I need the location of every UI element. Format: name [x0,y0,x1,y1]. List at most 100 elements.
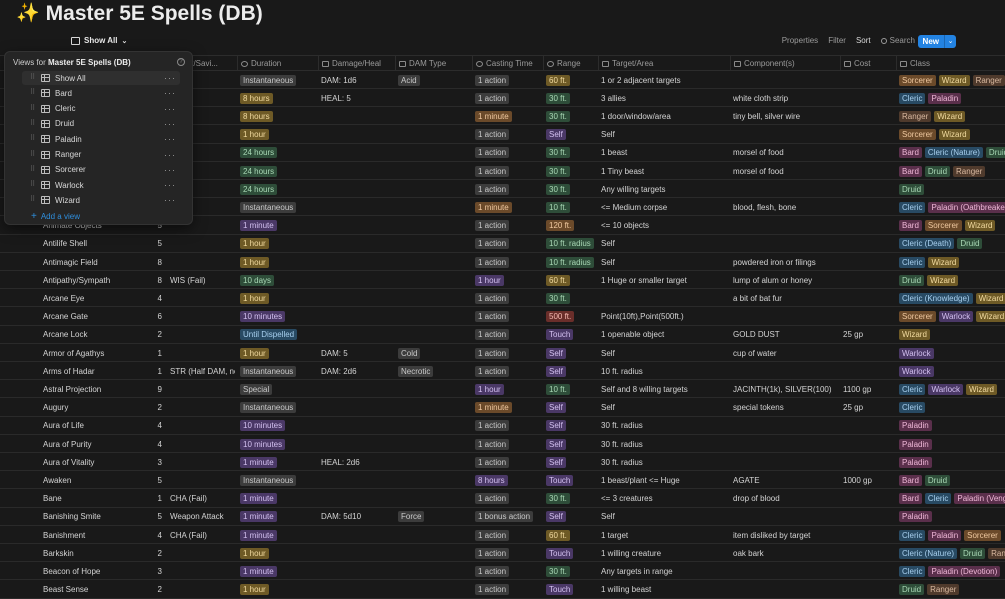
damage-cell[interactable] [318,490,394,508]
damage-type-cell[interactable] [395,471,471,489]
damage-cell[interactable] [318,289,394,307]
table-row[interactable]: Arms of Hadar 1 STR (Half DAM, no Instantan… [0,362,1005,381]
target-cell[interactable]: Self [601,257,615,267]
cost-cell[interactable] [840,417,896,435]
drag-handle-icon[interactable]: ⠿ [30,181,36,189]
cost-cell[interactable]: 1100 gp [843,384,872,394]
table-row[interactable]: Banishment 4 CHA (Fail) 1 minute 1 action 60 … [0,526,1005,544]
target-cell[interactable]: <= 10 objects [601,221,650,231]
target-cell[interactable]: Self and 8 willing targets [601,384,688,394]
target-cell[interactable]: 1 beast/plant <= Huge [601,475,680,485]
cost-cell[interactable] [840,162,896,180]
class-cell[interactable]: Bard Druid [896,471,1005,489]
duration-cell[interactable]: 1 minute [237,562,317,580]
range-cell[interactable]: Self [543,126,597,144]
level-cell[interactable]: 4 [157,439,162,449]
casting-time-cell[interactable]: 1 action [472,71,542,89]
components-cell[interactable]: item disliked by target [733,530,811,540]
table-row[interactable]: Aura of Purity 4 10 minutes 1 action Self 30 … [0,435,1005,453]
class-cell[interactable]: Druid Ranger [896,581,1005,599]
target-cell[interactable]: Self [601,348,615,358]
class-cell[interactable]: Bard Sorcerer Wizard [896,217,1005,235]
duration-cell[interactable]: 1 minute [237,508,317,526]
table-row[interactable]: Augury 2 Instantaneous 1 minute Self Self spec… [0,399,1005,417]
target-cell[interactable]: Any willing targets [601,184,666,194]
table-row[interactable]: Instantaneous 1 minute 10 ft. <= Medium cor… [0,198,1005,217]
cost-cell[interactable] [840,107,896,125]
duration-cell[interactable]: 8 hours [237,89,317,107]
save-cell[interactable]: WIS (Fail) [170,275,206,285]
target-cell[interactable]: 1 Tiny beast [601,166,645,176]
damage-type-cell[interactable] [395,308,471,326]
damage-cell[interactable] [318,308,394,326]
spell-name-cell[interactable]: Arms of Hadar [43,366,95,376]
damage-cell[interactable] [318,399,394,417]
duration-cell[interactable]: 8 hours [237,107,317,125]
components-cell[interactable]: a bit of bat fur [733,293,782,303]
damage-cell[interactable] [318,253,394,271]
spell-name-cell[interactable]: Antipathy/Sympathy [43,275,110,285]
target-cell[interactable]: 1 willing beast [601,585,652,595]
duration-cell[interactable]: 24 hours [237,162,317,180]
level-cell[interactable]: 4 [157,421,162,431]
duration-cell[interactable]: Instantaneous [237,198,317,216]
damage-cell[interactable] [318,544,394,562]
level-cell[interactable]: 8 [157,257,162,267]
casting-time-cell[interactable]: 1 action [472,326,542,344]
damage-cell[interactable] [318,417,394,435]
column-header-duration[interactable]: Duration [237,56,318,71]
target-cell[interactable]: Self [601,130,615,140]
damage-type-cell[interactable] [395,435,471,453]
class-cell[interactable]: Paladin [896,453,1005,471]
damage-type-cell[interactable] [395,380,471,398]
duration-cell[interactable]: 24 hours [237,180,317,198]
range-cell[interactable]: 30 ft. [543,490,597,508]
duration-cell[interactable]: 24 hours [237,144,317,162]
more-options-icon[interactable]: ··· [164,73,176,83]
class-cell[interactable]: Cleric (Death) Druid [896,235,1005,253]
components-cell[interactable]: GOLD DUST [733,330,780,340]
components-cell[interactable]: cup of water [733,348,777,358]
duration-cell[interactable]: Instantaneous [237,471,317,489]
components-cell[interactable] [730,217,840,235]
cost-cell[interactable]: 25 gp [843,330,864,340]
cost-cell[interactable] [840,308,896,326]
new-dropdown-button[interactable]: ⌄ [944,35,956,48]
target-cell[interactable]: 30 ft. radius [601,457,643,467]
duration-cell[interactable]: 1 hour [237,289,317,307]
column-header-dam-type[interactable]: DAM Type [395,56,472,71]
level-cell[interactable]: 5 [157,221,162,231]
casting-time-cell[interactable]: 1 action [472,362,542,380]
casting-time-cell[interactable]: 8 hours [472,471,542,489]
components-cell[interactable] [730,126,840,144]
target-cell[interactable]: 1 or 2 adjacent targets [601,75,681,85]
duration-cell[interactable]: Instantaneous [237,362,317,380]
components-cell[interactable]: blood, flesh, bone [733,202,797,212]
table-row[interactable]: Animate Objects 5 1 minute 1 action 120 ft. <… [0,217,1005,235]
spell-name-cell[interactable]: Astral Projection [43,384,102,394]
range-cell[interactable]: Touch [543,544,597,562]
more-options-icon[interactable]: ··· [164,180,176,191]
target-cell[interactable]: 1 willing creature [601,548,662,558]
cost-cell[interactable]: 25 gp [843,403,864,413]
spell-name-cell[interactable]: Augury [43,403,69,413]
components-cell[interactable] [730,562,840,580]
sort-button[interactable]: Sort [855,36,871,45]
save-cell[interactable]: STR (Half DAM, no [170,366,235,376]
spell-name-cell[interactable]: Aura of Vitality [43,457,95,467]
class-cell[interactable]: Ranger Wizard [896,107,1005,125]
range-cell[interactable]: Self [543,344,597,362]
target-cell[interactable]: 1 Huge or smaller target [601,275,687,285]
class-cell[interactable]: Cleric Warlock Wizard [896,380,1005,398]
target-cell[interactable] [598,289,729,307]
target-cell[interactable]: 1 openable object [601,330,665,340]
components-cell[interactable]: oak bark [733,548,764,558]
range-cell[interactable]: Self [543,399,597,417]
duration-cell[interactable]: 1 minute [237,526,317,544]
target-cell[interactable]: Self [601,403,615,413]
drag-handle-icon[interactable]: ⠿ [30,74,36,81]
damage-type-cell[interactable] [395,144,471,162]
save-cell[interactable]: CHA (Fail) [170,494,207,504]
